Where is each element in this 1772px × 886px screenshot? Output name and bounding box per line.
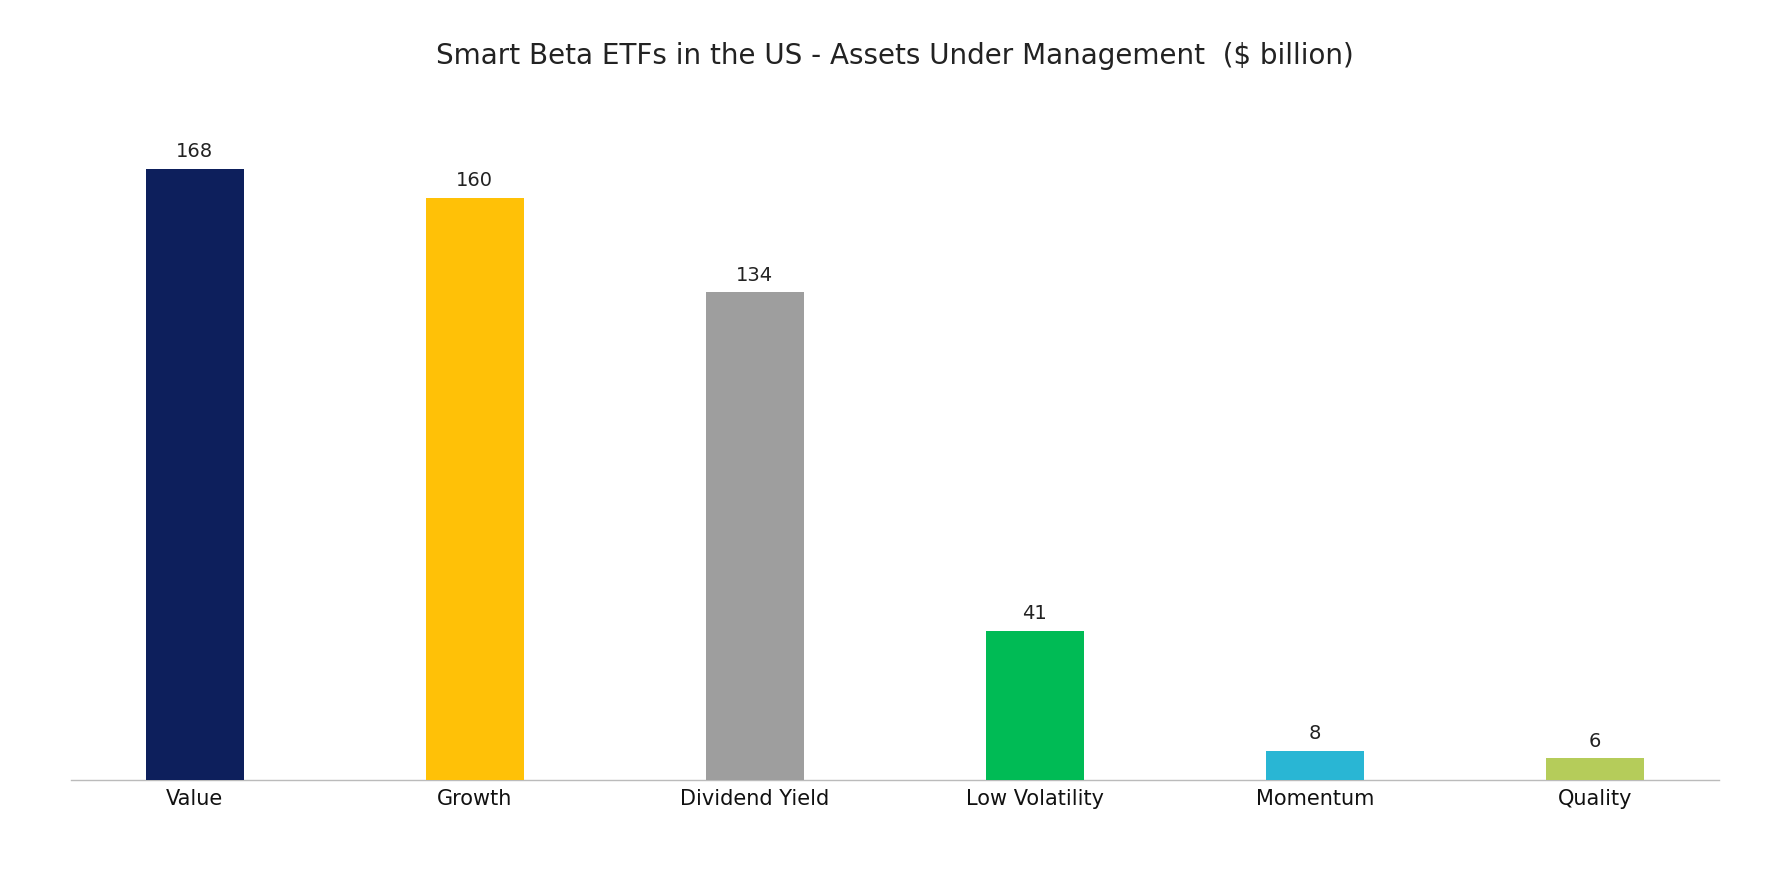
- Bar: [1265, 750, 1364, 780]
- Title: Smart Beta ETFs in the US - Assets Under Management  ($ billion): Smart Beta ETFs in the US - Assets Under…: [436, 42, 1354, 70]
- Text: 134: 134: [737, 266, 773, 285]
- Text: 160: 160: [457, 172, 493, 190]
- Bar: [1545, 758, 1644, 780]
- Bar: [705, 292, 804, 780]
- Text: 168: 168: [175, 143, 213, 161]
- Bar: [425, 198, 525, 780]
- Text: 8: 8: [1310, 725, 1322, 743]
- Text: 41: 41: [1022, 604, 1047, 623]
- Text: 6: 6: [1589, 732, 1602, 750]
- Bar: [145, 168, 245, 780]
- Bar: [985, 631, 1084, 780]
